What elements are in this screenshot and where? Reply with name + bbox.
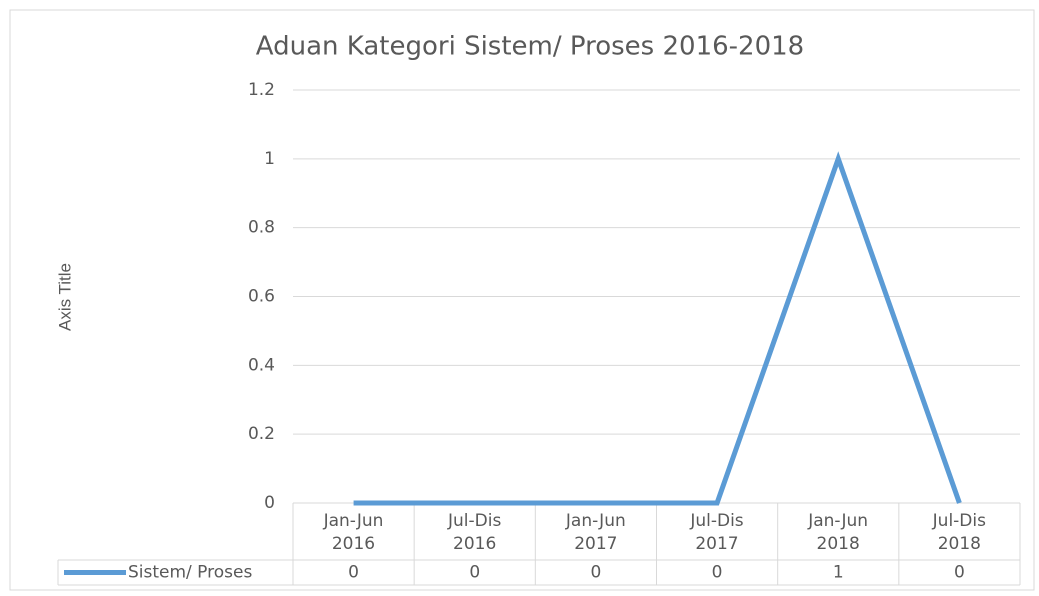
legend-label: Sistem/ Proses xyxy=(128,563,252,583)
x-tick-label: Jul-Dis 2016 xyxy=(447,511,502,554)
x-tick-label-cell: Jul-Dis 2016 xyxy=(414,507,535,559)
x-tick-label: Jan-Jun 2017 xyxy=(565,511,626,554)
y-tick-label: 0.2 xyxy=(248,424,275,444)
chart-title: Aduan Kategori Sistem/ Proses 2016-2018 xyxy=(256,32,804,62)
x-tick-label-cell: Jan-Jun 2017 xyxy=(535,507,656,559)
y-tick-label: 1 xyxy=(264,149,275,169)
y-tick-label: 0.4 xyxy=(248,355,275,375)
y-tick-label: 0.6 xyxy=(248,287,275,307)
table-value: 0 xyxy=(591,563,602,583)
y-tick-label: 1.2 xyxy=(248,80,275,100)
x-tick-label: Jan-Jun 2016 xyxy=(323,511,384,554)
x-tick-label-cell: Jul-Dis 2018 xyxy=(899,507,1020,559)
table-value: 0 xyxy=(954,563,965,583)
chart-border xyxy=(9,9,1035,591)
x-tick-label: Jan-Jun 2018 xyxy=(808,511,869,554)
x-tick-label: Jul-Dis 2017 xyxy=(690,511,744,554)
line-series xyxy=(353,151,962,506)
x-tick-label-cell: Jan-Jun 2016 xyxy=(293,507,414,559)
y-axis-title: Axis Title xyxy=(55,263,74,331)
table-value: 0 xyxy=(348,563,359,583)
x-tick-label-cell: Jan-Jun 2018 xyxy=(778,507,899,559)
x-tick-label: Jul-Dis 2018 xyxy=(932,511,986,554)
table-value: 1 xyxy=(833,563,844,583)
table-value: 0 xyxy=(469,563,480,583)
x-tick-label-cell: Jul-Dis 2017 xyxy=(657,507,778,559)
table-value: 0 xyxy=(712,563,723,583)
y-tick-label: 0 xyxy=(264,493,275,513)
y-tick-label: 0.8 xyxy=(248,218,275,238)
